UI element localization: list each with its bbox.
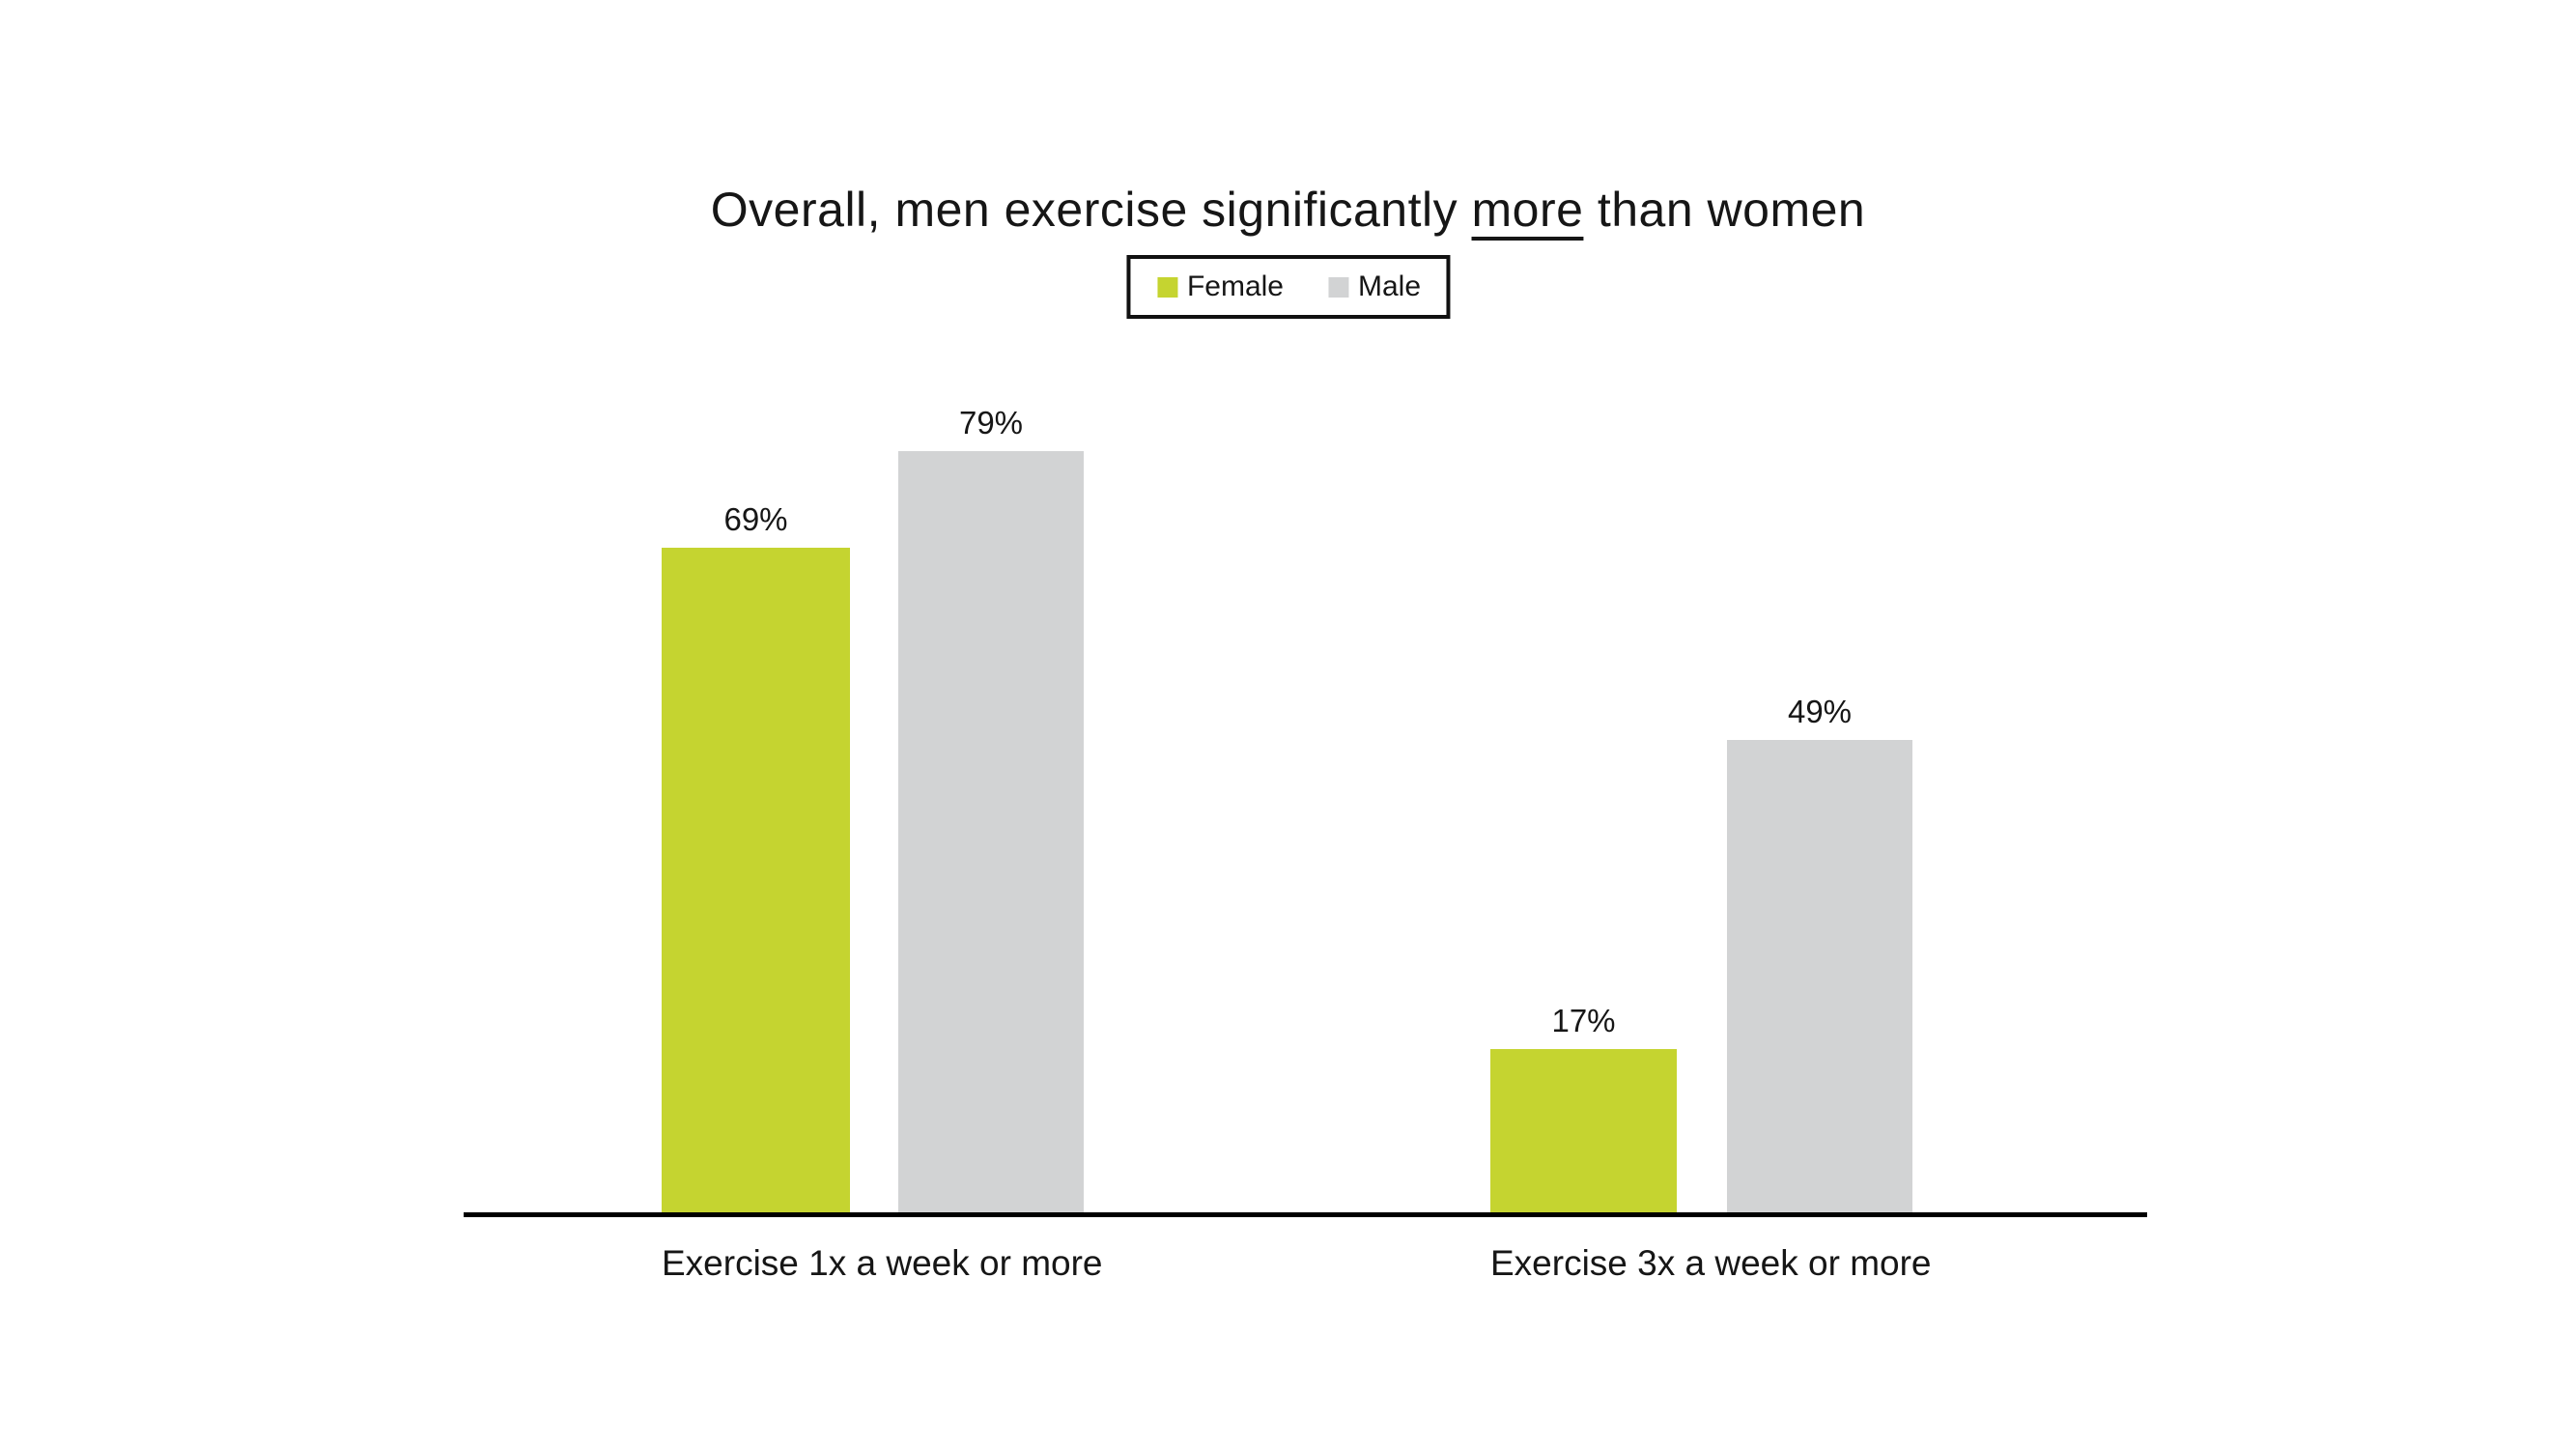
- bar-value-label-group2-male: 49%: [1787, 694, 1853, 729]
- bar-group1-female: 69%: [662, 503, 850, 1212]
- category-label-exercise-3x: Exercise 3x a week or more: [1490, 1243, 1932, 1283]
- bar-rect-group2-male: [1727, 740, 1912, 1212]
- legend-item-male: Male: [1328, 270, 1421, 303]
- bar-rect-group1-female: [662, 548, 850, 1212]
- legend-label-male: Male: [1358, 270, 1422, 302]
- bar-rect-group2-female: [1490, 1049, 1677, 1212]
- bar-group2-male: 49%: [1727, 696, 1912, 1212]
- bar-value-label-group1-female: 69%: [723, 501, 788, 537]
- chart-title-prefix: Overall, men exercise significantly: [710, 183, 1472, 237]
- male-swatch-icon: [1328, 276, 1349, 298]
- legend: Female Male: [1125, 255, 1451, 319]
- female-swatch-icon: [1156, 276, 1177, 298]
- chart-title: Overall, men exercise significantly more…: [0, 182, 2576, 238]
- category-label-exercise-1x: Exercise 1x a week or more: [662, 1243, 1103, 1283]
- bar-group2-female: 17%: [1490, 1005, 1677, 1212]
- legend-item-female: Female: [1156, 270, 1285, 303]
- bar-group1-male: 79%: [898, 407, 1084, 1212]
- bar-value-label-group2-female: 17%: [1551, 1003, 1616, 1038]
- x-axis-line: [464, 1212, 2147, 1217]
- bar-rect-group1-male: [898, 451, 1084, 1212]
- bar-value-label-group1-male: 79%: [958, 405, 1024, 440]
- legend-label-female: Female: [1186, 270, 1285, 302]
- chart-title-suffix: than women: [1583, 183, 1866, 237]
- chart-title-underlined-word: more: [1471, 183, 1584, 237]
